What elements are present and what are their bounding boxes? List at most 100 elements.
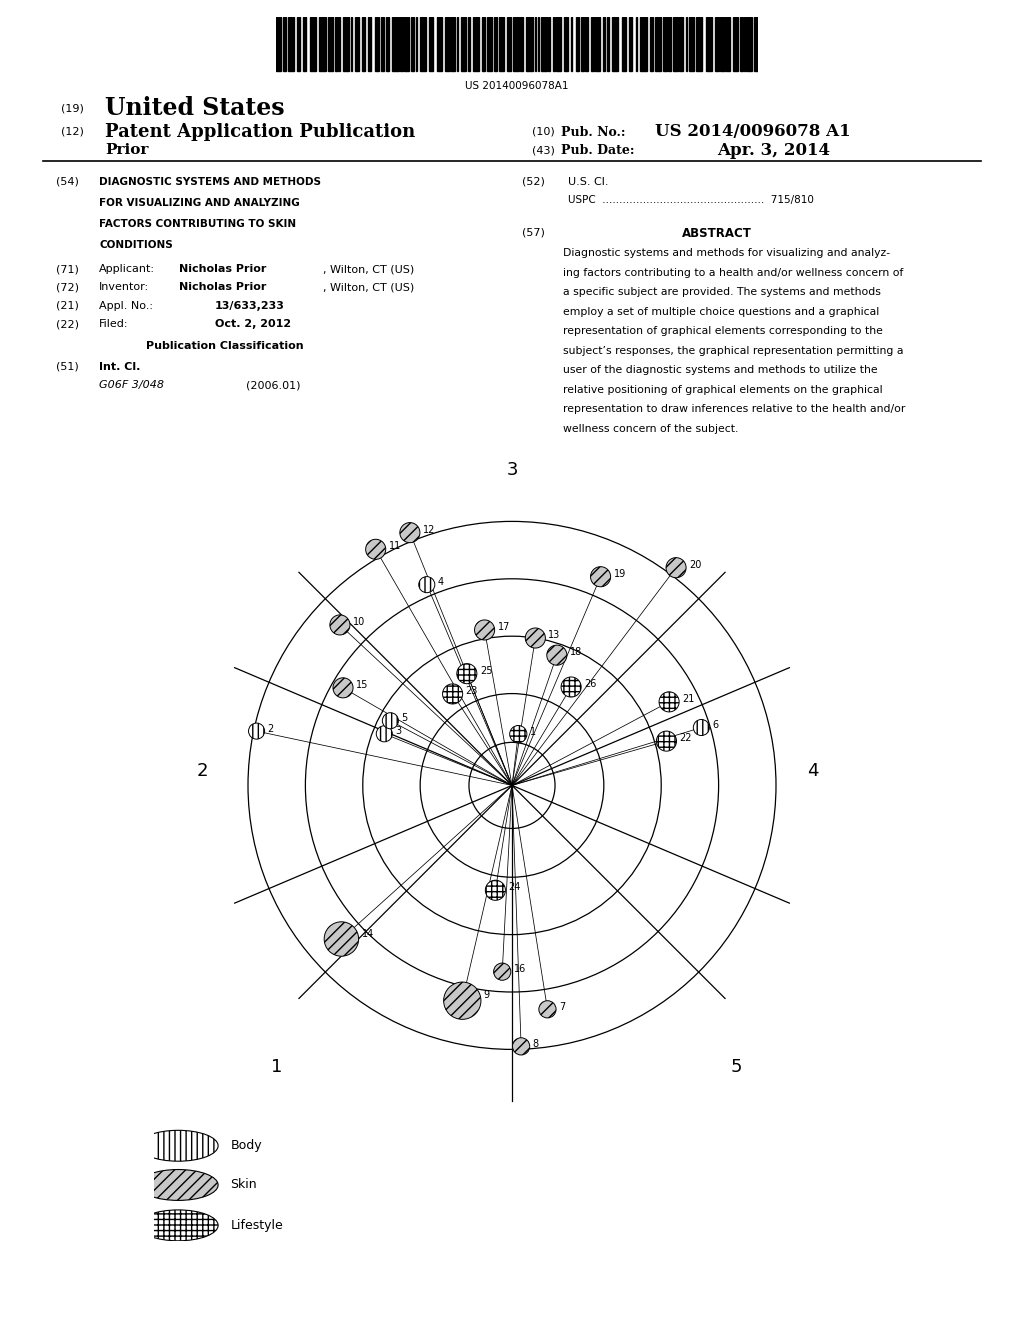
Circle shape: [494, 964, 511, 981]
Text: 23: 23: [466, 686, 478, 696]
Circle shape: [510, 726, 527, 743]
Bar: [744, 17, 745, 71]
Text: FACTORS CONTRIBUTING TO SKIN: FACTORS CONTRIBUTING TO SKIN: [99, 219, 297, 230]
Text: USPC  ................................................  715/810: USPC ...................................…: [568, 195, 814, 206]
Text: 12: 12: [423, 524, 435, 535]
Text: 17: 17: [498, 622, 510, 632]
Text: 5: 5: [730, 1057, 741, 1076]
Bar: [392, 17, 398, 71]
Circle shape: [138, 1210, 218, 1241]
Text: employ a set of multiple choice questions and a graphical: employ a set of multiple choice question…: [563, 306, 880, 317]
Text: U.S. Cl.: U.S. Cl.: [568, 177, 609, 187]
Text: 10: 10: [353, 616, 366, 627]
Circle shape: [659, 692, 679, 711]
Circle shape: [525, 628, 546, 648]
Bar: [716, 17, 719, 71]
Circle shape: [442, 684, 463, 704]
Text: DIAGNOSTIC SYSTEMS AND METHODS: DIAGNOSTIC SYSTEMS AND METHODS: [99, 177, 322, 187]
Bar: [452, 17, 455, 71]
Text: (43): (43): [532, 145, 555, 156]
Text: ing factors contributing to a health and/or wellness concern of: ing factors contributing to a health and…: [563, 268, 903, 277]
Bar: [586, 17, 588, 71]
Bar: [538, 17, 540, 71]
Text: user of the diagnostic systems and methods to utilize the: user of the diagnostic systems and metho…: [563, 366, 878, 375]
Circle shape: [485, 880, 506, 900]
Text: 15: 15: [356, 680, 369, 690]
Text: 7: 7: [559, 1002, 565, 1011]
Bar: [679, 17, 683, 71]
Bar: [603, 17, 605, 71]
Text: 16: 16: [514, 964, 526, 974]
Bar: [556, 17, 561, 71]
Bar: [412, 17, 414, 71]
Text: 24: 24: [508, 882, 520, 892]
Text: Prior: Prior: [105, 144, 148, 157]
Bar: [520, 17, 523, 71]
Circle shape: [693, 719, 710, 735]
Bar: [629, 17, 632, 71]
Text: Inventor:: Inventor:: [99, 282, 150, 293]
Bar: [386, 17, 389, 71]
Text: Apr. 3, 2014: Apr. 3, 2014: [717, 143, 829, 158]
Circle shape: [457, 664, 477, 684]
Bar: [689, 17, 693, 71]
Text: 21: 21: [682, 694, 694, 704]
Circle shape: [249, 723, 264, 739]
Bar: [541, 17, 547, 71]
Bar: [622, 17, 627, 71]
Bar: [283, 17, 286, 71]
Bar: [473, 17, 479, 71]
Bar: [500, 17, 504, 71]
Bar: [339, 17, 341, 71]
Bar: [607, 17, 608, 71]
Text: 8: 8: [532, 1039, 539, 1049]
Circle shape: [474, 620, 495, 640]
Bar: [297, 17, 300, 71]
Bar: [740, 17, 742, 71]
Circle shape: [443, 982, 481, 1019]
Circle shape: [376, 726, 392, 742]
Bar: [507, 17, 511, 71]
Text: 1: 1: [529, 726, 536, 737]
Bar: [664, 17, 667, 71]
Text: 25: 25: [480, 665, 493, 676]
Text: 9: 9: [483, 990, 489, 1001]
Text: wellness concern of the subject.: wellness concern of the subject.: [563, 424, 738, 434]
Bar: [526, 17, 532, 71]
Text: subject’s responses, the graphical representation permitting a: subject’s responses, the graphical repre…: [563, 346, 904, 356]
Circle shape: [330, 615, 350, 635]
Bar: [686, 17, 687, 71]
Text: 2: 2: [197, 762, 208, 780]
Text: 22: 22: [679, 733, 692, 743]
Bar: [416, 17, 418, 71]
Text: Patent Application Publication: Patent Application Publication: [105, 123, 416, 141]
Bar: [612, 17, 618, 71]
Text: 6: 6: [713, 721, 719, 730]
Text: Int. Cl.: Int. Cl.: [99, 362, 140, 372]
Circle shape: [325, 921, 358, 956]
Circle shape: [399, 523, 420, 543]
Text: Lifestyle: Lifestyle: [230, 1218, 284, 1232]
Bar: [404, 17, 409, 71]
Circle shape: [138, 1130, 218, 1162]
Bar: [328, 17, 333, 71]
Bar: [420, 17, 426, 71]
Bar: [461, 17, 466, 71]
Text: (21): (21): [56, 301, 79, 312]
Text: FOR VISUALIZING AND ANALYZING: FOR VISUALIZING AND ANALYZING: [99, 198, 300, 209]
Circle shape: [419, 577, 435, 593]
Bar: [581, 17, 584, 71]
Text: (72): (72): [56, 282, 79, 293]
Bar: [549, 17, 550, 71]
Text: Appl. No.:: Appl. No.:: [99, 301, 154, 312]
Bar: [400, 17, 402, 71]
Circle shape: [138, 1170, 218, 1200]
Bar: [654, 17, 662, 71]
Bar: [553, 17, 555, 71]
Text: 2: 2: [267, 723, 273, 734]
Bar: [335, 17, 338, 71]
Text: , Wilton, CT (US): , Wilton, CT (US): [323, 264, 414, 275]
Bar: [319, 17, 326, 71]
Text: (54): (54): [56, 177, 79, 187]
Text: 4: 4: [808, 762, 819, 780]
